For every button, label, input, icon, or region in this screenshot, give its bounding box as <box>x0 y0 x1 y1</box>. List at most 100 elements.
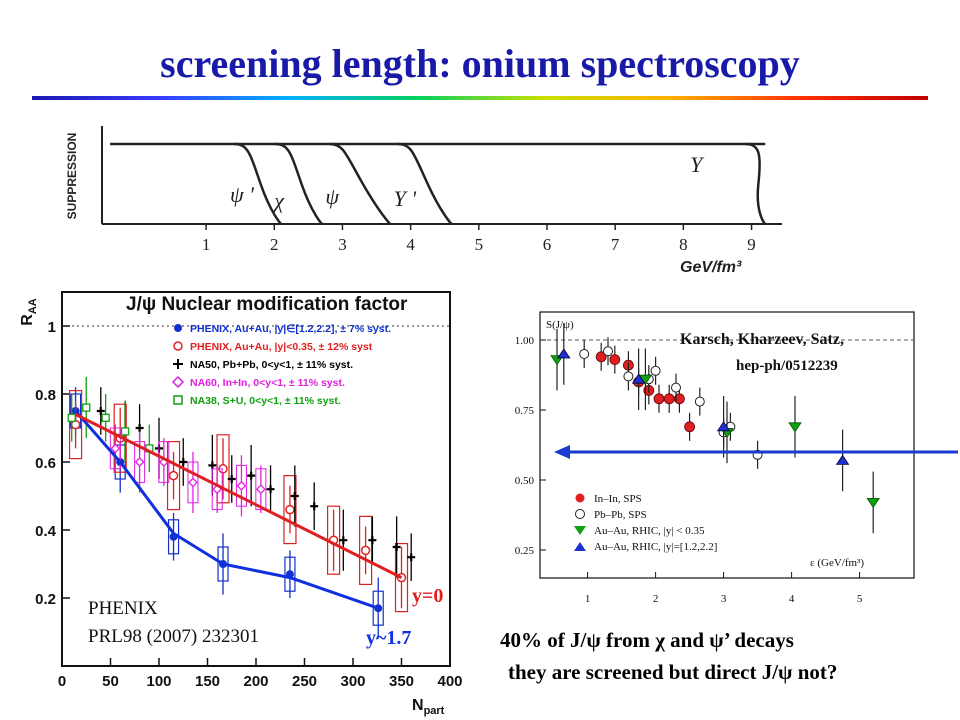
state-label: ψ ' <box>230 182 254 207</box>
y-axis-label: RAA <box>19 298 39 326</box>
x-axis-label: Npart <box>412 697 445 717</box>
fit-line-forward <box>74 410 379 610</box>
curve-4 <box>397 142 453 225</box>
legend-label: Pb–Pb, SPS <box>594 509 647 521</box>
data-point <box>694 396 705 407</box>
syst-box <box>235 464 247 507</box>
syst-box <box>284 556 296 592</box>
data-point <box>247 471 256 480</box>
y-tick-label: 0.50 <box>515 475 535 487</box>
syst-box <box>394 543 409 613</box>
data-point <box>579 349 590 359</box>
x-tick-label: 250 <box>292 673 317 690</box>
data-point <box>557 348 571 359</box>
x-tick-label: 150 <box>195 673 220 690</box>
x-tick-label: 1 <box>202 235 211 254</box>
note-line-1: 40% of J/ψ from χ and ψ’ decays <box>500 628 794 652</box>
y-tick-label: 0.2 <box>35 591 56 608</box>
note-line-2: they are screened but direct J/ψ not? <box>508 660 838 684</box>
suppression-chart: SUPPRESSION ψ ' χ ψ Υ ' Υ 1 2 3 4 5 6 7 8 9 GeV/fm³ <box>65 126 782 276</box>
data-point <box>788 422 802 433</box>
x-tick-label: 0 <box>58 673 66 690</box>
data-point <box>671 382 681 393</box>
x-tick-label: 3 <box>721 593 727 605</box>
ref-label-1: PHENIX <box>88 598 158 619</box>
x-axis-label: GeV/fm³ <box>680 259 742 276</box>
plot-frame <box>539 311 915 579</box>
legend-label: PHENIX, Au+Au, |y|<0.35, ± 12% syst <box>190 341 373 353</box>
legend-marker <box>173 341 183 351</box>
data-point <box>134 457 145 467</box>
legend-label: NA50, Pb+Pb, 0<y<1, ± 11% syst. <box>190 359 353 371</box>
data-point <box>135 424 144 432</box>
legend-marker <box>173 395 183 405</box>
label-y0: y=0 <box>412 585 443 607</box>
title-underline <box>32 96 928 100</box>
y-axis-label: S(J/ψ) <box>546 319 574 331</box>
data-point <box>407 553 416 562</box>
data-point <box>716 421 731 432</box>
data-point <box>663 393 675 405</box>
data-point <box>82 403 91 412</box>
state-label: Υ ' <box>394 186 417 211</box>
data-point <box>168 470 179 481</box>
data-point <box>110 443 121 454</box>
syst-box <box>283 475 297 545</box>
data-point <box>120 427 130 436</box>
y-tick-label: 0.8 <box>35 387 56 404</box>
x-tick-label: 400 <box>437 673 462 690</box>
x-tick-label: 5 <box>475 235 484 254</box>
x-tick-label: 3 <box>338 235 347 254</box>
curve-1 <box>234 142 283 225</box>
data-point <box>67 413 76 422</box>
curve-5 <box>745 142 767 225</box>
y-tick-label: 1.00 <box>515 335 535 347</box>
x-tick-label: 300 <box>340 673 365 690</box>
data-point <box>866 498 880 509</box>
syst-box <box>68 389 83 460</box>
data-point <box>684 421 696 433</box>
legend-marker <box>174 324 182 332</box>
chart-title: J/ψ Nuclear modification factor <box>126 294 408 315</box>
y-tick-label: 0.6 <box>35 455 56 472</box>
syst-box <box>359 515 373 585</box>
data-point <box>266 485 275 494</box>
curve-3 <box>329 142 392 225</box>
data-point <box>255 484 266 495</box>
data-point <box>368 536 377 545</box>
annotation-line-1: Karsch, Kharzeev, Satz, <box>680 331 844 348</box>
syst-box <box>166 441 181 511</box>
x-tick-label: 9 <box>747 235 756 254</box>
legend-marker <box>575 493 585 503</box>
data-point <box>653 393 665 405</box>
legend-marker <box>575 509 585 519</box>
state-label: Υ <box>690 152 705 177</box>
x-tick-label: 2 <box>653 593 659 605</box>
data-point <box>595 351 607 363</box>
legend-marker <box>574 526 586 535</box>
data-point <box>188 477 198 488</box>
data-point <box>360 545 371 556</box>
legend-marker <box>574 542 586 551</box>
legend-label: In–In, SPS <box>594 493 642 505</box>
legend-label: NA38, S+U, 0<y<1, ± 11% syst. <box>190 395 341 407</box>
legend-label: Au–Au, RHIC, |y|=[1.2,2.2] <box>594 541 717 553</box>
raa-chart: 0.2 0.4 0.6 0.8 1 0 50 100 150 200 250 300 350 400 RAA… <box>19 291 463 717</box>
syst-box <box>187 461 199 504</box>
data-point <box>236 480 247 491</box>
data-point <box>179 458 188 466</box>
state-label: χ <box>272 188 285 213</box>
x-tick-label: 2 <box>270 235 279 254</box>
slide-title: screening length: onium spectroscopy <box>160 41 800 86</box>
curve-2 <box>275 142 323 225</box>
data-point <box>631 373 646 384</box>
y-tick-label: 0.25 <box>515 545 535 557</box>
syst-box <box>134 441 146 483</box>
syst-box <box>372 590 384 626</box>
data-point <box>603 346 613 357</box>
x-tick-label: 50 <box>102 673 119 690</box>
data-point <box>96 407 105 415</box>
x-tick-label: 6 <box>543 235 552 254</box>
data-point <box>339 536 348 545</box>
x-tick-label: 350 <box>389 673 414 690</box>
